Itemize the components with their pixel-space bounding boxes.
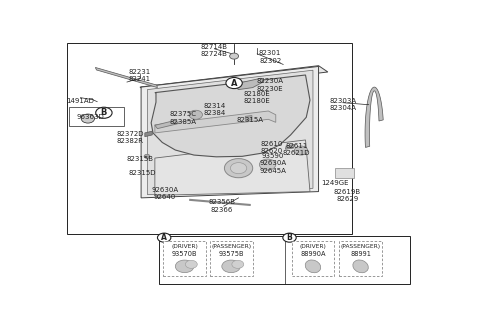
Circle shape <box>189 110 203 119</box>
Text: A: A <box>161 233 167 242</box>
Bar <box>339 241 382 276</box>
Text: 1249GE: 1249GE <box>322 180 349 186</box>
Circle shape <box>229 53 239 59</box>
Circle shape <box>157 233 171 242</box>
Text: B: B <box>287 233 292 242</box>
Circle shape <box>294 146 308 155</box>
Circle shape <box>283 233 296 242</box>
Text: 82372D
82382R: 82372D 82382R <box>116 131 144 144</box>
Ellipse shape <box>305 260 321 273</box>
Text: 1491AD: 1491AD <box>67 98 95 104</box>
Text: 82230A
82230E: 82230A 82230E <box>257 78 284 92</box>
Polygon shape <box>140 66 328 94</box>
Circle shape <box>230 163 247 174</box>
Text: 88990A: 88990A <box>300 251 326 257</box>
Polygon shape <box>147 70 313 195</box>
Text: 82301
82302: 82301 82302 <box>259 50 281 64</box>
Text: 88991: 88991 <box>350 251 371 257</box>
Polygon shape <box>335 168 354 178</box>
Circle shape <box>96 107 112 118</box>
Text: (PASSENGER): (PASSENGER) <box>340 244 381 249</box>
Text: (DRIVER): (DRIVER) <box>300 244 326 249</box>
Bar <box>67 43 352 234</box>
Polygon shape <box>155 140 310 195</box>
Polygon shape <box>155 120 178 129</box>
Text: 82180E
82180E: 82180E 82180E <box>244 91 271 104</box>
Text: 82303A
82304A: 82303A 82304A <box>329 98 356 112</box>
Text: 96363D: 96363D <box>77 114 104 120</box>
Text: 92630A
92640: 92630A 92640 <box>151 187 179 200</box>
Text: 82314
82384: 82314 82384 <box>203 103 226 116</box>
Text: 82315D: 82315D <box>128 170 156 176</box>
Text: B: B <box>101 108 107 117</box>
Polygon shape <box>155 111 276 133</box>
Text: 93590
92630A
92645A: 93590 92630A 92645A <box>259 153 287 174</box>
Polygon shape <box>96 67 157 88</box>
Ellipse shape <box>353 260 368 273</box>
Polygon shape <box>145 131 152 137</box>
Bar <box>69 107 124 126</box>
Bar <box>210 241 252 276</box>
Text: 82611
82621D: 82611 82621D <box>282 143 310 156</box>
Text: 82315A: 82315A <box>236 117 263 123</box>
Text: (DRIVER): (DRIVER) <box>171 244 198 249</box>
Text: A: A <box>231 78 237 88</box>
Text: 82231
82241: 82231 82241 <box>129 69 151 82</box>
Circle shape <box>232 260 244 268</box>
Circle shape <box>175 260 194 273</box>
Text: 93575B: 93575B <box>218 251 244 257</box>
Circle shape <box>259 159 276 170</box>
Circle shape <box>185 260 197 268</box>
Polygon shape <box>245 115 252 121</box>
Text: 82375C
82385A: 82375C 82385A <box>169 111 196 125</box>
Polygon shape <box>151 75 310 157</box>
Circle shape <box>222 260 240 273</box>
Polygon shape <box>141 66 319 198</box>
Polygon shape <box>365 87 383 147</box>
Circle shape <box>225 159 252 178</box>
Text: 82619B
82629: 82619B 82629 <box>334 189 361 202</box>
Bar <box>291 241 335 276</box>
Text: 82610
82620: 82610 82620 <box>260 141 283 154</box>
Bar <box>163 241 206 276</box>
Circle shape <box>144 154 150 158</box>
Text: 82714B
82724B: 82714B 82724B <box>201 44 228 57</box>
Text: 82356B
82366: 82356B 82366 <box>208 199 235 213</box>
Polygon shape <box>232 78 264 90</box>
Circle shape <box>226 77 242 89</box>
Text: (PASSENGER): (PASSENGER) <box>211 244 251 249</box>
Text: 82315B: 82315B <box>127 156 154 162</box>
Polygon shape <box>286 145 294 149</box>
Bar <box>158 236 409 284</box>
Circle shape <box>81 114 95 123</box>
Text: 93570B: 93570B <box>172 251 197 257</box>
